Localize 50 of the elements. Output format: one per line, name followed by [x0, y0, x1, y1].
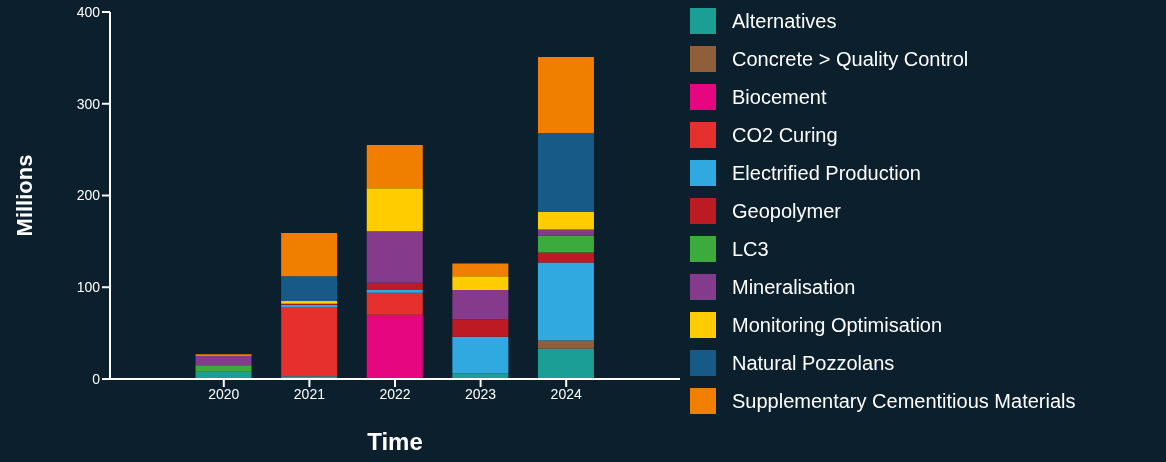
bar [195, 365, 252, 372]
x-tick-label: 2024 [550, 385, 582, 402]
legend-label: Monitoring Optimisation [732, 313, 943, 337]
legend-label: Geopolymer [732, 199, 841, 223]
bar [281, 233, 338, 277]
y-axis-title: Millions [11, 154, 37, 237]
bar [452, 290, 509, 320]
bar [537, 348, 594, 379]
y-tick-label: 200 [76, 187, 101, 204]
bar [452, 263, 509, 277]
x-tick-label: 2020 [208, 385, 240, 402]
legend-label: Concrete > Quality Control [732, 47, 969, 71]
legend-label: Supplementary Cementitious Materials [732, 389, 1076, 413]
bar [366, 292, 423, 315]
bar [537, 56, 594, 134]
bar [366, 290, 423, 293]
bar [195, 356, 252, 366]
legend-label: Alternatives [732, 9, 837, 33]
bar [537, 340, 594, 349]
x-axis-title: Time [367, 428, 423, 455]
bar [537, 262, 594, 341]
bar [452, 373, 509, 379]
y-tick-label: 100 [76, 279, 101, 296]
legend-label: Mineralisation [732, 275, 856, 299]
bar [366, 145, 423, 189]
bar [452, 319, 509, 337]
legend-label: LC3 [732, 237, 769, 261]
x-tick-label: 2023 [465, 385, 497, 402]
bar [366, 231, 423, 283]
bar [537, 252, 594, 263]
x-tick-label: 2021 [293, 385, 326, 402]
bar [452, 276, 509, 290]
bar [281, 307, 338, 377]
bar [366, 188, 423, 232]
bar [366, 282, 423, 290]
bar [537, 235, 594, 253]
bar [537, 229, 594, 236]
bar [537, 133, 594, 213]
legend-label: Natural Pozzolans [732, 351, 895, 375]
legend-label: Electrified Production [732, 161, 921, 185]
legend-label: CO2 Curing [732, 123, 838, 147]
y-tick-label: 0 [92, 370, 101, 387]
y-tick-label: 400 [76, 3, 101, 20]
bar [452, 336, 509, 374]
y-tick-label: 300 [76, 95, 101, 112]
bar [281, 276, 338, 302]
bar [366, 314, 423, 379]
legend-label: Biocement [732, 85, 827, 109]
x-tick-label: 2022 [379, 385, 411, 402]
bar [537, 212, 594, 230]
